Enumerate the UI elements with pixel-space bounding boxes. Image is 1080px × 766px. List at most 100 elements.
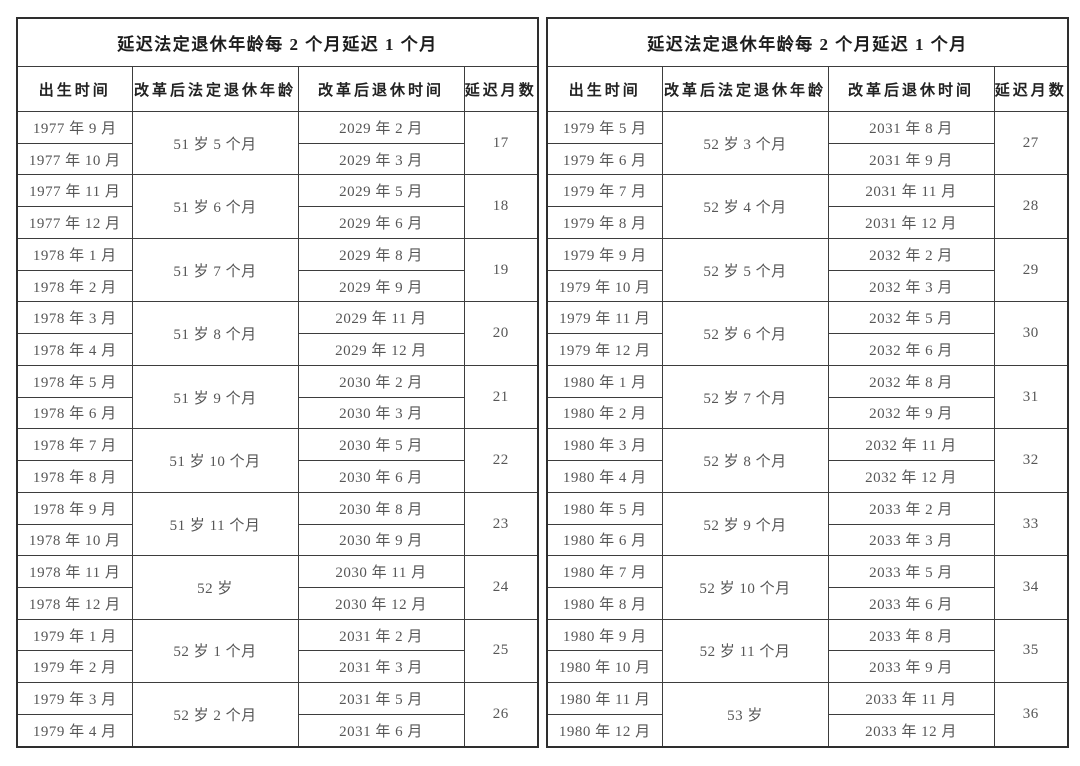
birth-date-cell: 1980 年 8 月 [546,587,663,620]
retirement-date-cell: 2032 年 5 月 [827,301,995,335]
retirement-age-cell: 52 岁 7 个月 [661,364,829,430]
table-row: 1978 年 6 月 2030 年 3 月 [16,396,538,430]
retirement-date-cell: 2033 年 2 月 [827,491,995,525]
delay-months-cell: 20 [463,301,539,366]
retirement-age-cell: 52 岁 1 个月 [131,618,299,684]
table-row: 1979 年 4 月 2031 年 6 月 [16,713,538,748]
delay-months-cell: 21 [463,364,539,430]
retirement-date-cell: 2032 年 8 月 [827,364,995,398]
table-row: 1979 年 1 月 52 岁 1 个月 2031 年 2 月 25 [16,618,539,684]
retirement-table-left: 延迟法定退休年龄每 2 个月延迟 1 个月 出生时间 改革后法定退休年龄 改革后退休时… [16,17,539,748]
retirement-age-cell: 51 岁 5 个月 [131,110,299,176]
birth-date-cell: 1980 年 7 月 [546,555,663,589]
table-row: 1979 年 2 月 2031 年 3 月 [16,650,538,684]
table-row: 1979 年 7 月 52 岁 4 个月 2031 年 11 月 28 [546,174,1069,239]
birth-date-cell: 1979 年 7 月 [546,174,663,208]
birth-date-cell: 1978 年 10 月 [16,523,133,557]
delay-months-cell: 26 [463,682,539,748]
birth-date-cell: 1977 年 12 月 [16,206,133,239]
birth-date-cell: 1979 年 4 月 [16,713,133,748]
retirement-date-cell: 2031 年 3 月 [297,650,465,684]
table-row: 1979 年 9 月 52 岁 5 个月 2032 年 2 月 29 [546,237,1069,303]
table-row: 1978 年 4 月 2029 年 12 月 [16,333,538,366]
birth-date-cell: 1980 年 12 月 [546,713,663,748]
delay-months-cell: 30 [993,301,1069,366]
table-row: 1977 年 10 月 2029 年 3 月 [16,142,538,176]
table-row: 1980 年 4 月 2032 年 12 月 [546,460,1068,493]
retirement-age-cell: 51 岁 7 个月 [131,237,299,303]
birth-date-cell: 1979 年 2 月 [16,650,133,684]
retirement-date-cell: 2030 年 3 月 [297,396,465,430]
birth-date-cell: 1978 年 7 月 [16,428,133,462]
retirement-age-cell: 52 岁 11 个月 [661,618,829,684]
delay-months-cell: 36 [993,682,1069,748]
delay-months-cell: 17 [463,110,539,176]
retirement-age-cell: 51 岁 11 个月 [131,491,299,557]
birth-date-cell: 1978 年 12 月 [16,587,133,620]
birth-date-cell: 1978 年 6 月 [16,396,133,430]
retirement-date-cell: 2032 年 2 月 [827,237,995,271]
delay-months-cell: 23 [463,491,539,557]
retirement-date-cell: 2031 年 6 月 [297,713,465,748]
retirement-date-cell: 2031 年 5 月 [297,682,465,715]
birth-date-cell: 1979 年 5 月 [546,111,663,144]
birth-date-cell: 1980 年 2 月 [546,396,663,430]
retirement-age-cell: 51 岁 10 个月 [131,428,299,493]
retirement-date-cell: 2030 年 11 月 [297,555,465,589]
birth-date-cell: 1980 年 4 月 [546,460,663,493]
table-row: 1978 年 2 月 2029 年 9 月 [16,269,538,303]
birth-date-cell: 1979 年 11 月 [546,301,663,335]
delay-months-cell: 29 [993,237,1069,303]
delay-months-cell: 34 [993,555,1069,620]
table-row: 1980 年 11 月 53 岁 2033 年 11 月 36 [546,682,1069,748]
delay-months-cell: 32 [993,428,1069,493]
birth-date-cell: 1980 年 5 月 [546,491,663,525]
retirement-date-cell: 2031 年 12 月 [827,206,995,239]
delay-months-cell: 22 [463,428,539,493]
table-row: 1980 年 5 月 52 岁 9 个月 2033 年 2 月 33 [546,491,1069,557]
retirement-date-cell: 2030 年 12 月 [297,587,465,620]
retirement-age-cell: 51 岁 8 个月 [131,301,299,366]
table-row: 1978 年 3 月 51 岁 8 个月 2029 年 11 月 20 [16,301,539,366]
table-row: 1979 年 10 月 2032 年 3 月 [546,269,1068,303]
column-header-1: 改革后法定退休年龄 [661,66,829,112]
retirement-date-cell: 2033 年 6 月 [827,587,995,620]
birth-date-cell: 1978 年 9 月 [16,491,133,525]
delay-months-cell: 31 [993,364,1069,430]
column-header-2: 改革后退休时间 [827,66,995,112]
retirement-date-cell: 2032 年 3 月 [827,269,995,303]
table-row: 1978 年 10 月 2030 年 9 月 [16,523,538,557]
birth-date-cell: 1977 年 10 月 [16,142,133,176]
retirement-age-cell: 51 岁 6 个月 [131,174,299,239]
delay-months-cell: 35 [993,618,1069,684]
retirement-date-cell: 2029 年 5 月 [297,174,465,208]
retirement-age-cell: 52 岁 8 个月 [661,428,829,493]
retirement-date-cell: 2031 年 9 月 [827,142,995,176]
retirement-table-right: 延迟法定退休年龄每 2 个月延迟 1 个月 出生时间 改革后法定退休年龄 改革后退休时… [546,17,1069,748]
retirement-date-cell: 2031 年 2 月 [297,618,465,652]
birth-date-cell: 1979 年 12 月 [546,333,663,366]
retirement-date-cell: 2033 年 3 月 [827,523,995,557]
birth-date-cell: 1980 年 10 月 [546,650,663,684]
birth-date-cell: 1978 年 2 月 [16,269,133,303]
table-row: 1977 年 11 月 51 岁 6 个月 2029 年 5 月 18 [16,174,539,239]
retirement-age-cell: 52 岁 3 个月 [661,110,829,176]
birth-date-cell: 1979 年 3 月 [16,682,133,715]
delay-months-cell: 24 [463,555,539,620]
table-row: 1978 年 1 月 51 岁 7 个月 2029 年 8 月 19 [16,237,539,303]
delay-months-cell: 33 [993,491,1069,557]
table-row: 1979 年 11 月 52 岁 6 个月 2032 年 5 月 30 [546,301,1069,366]
column-header-row: 出生时间 改革后法定退休年龄 改革后退休时间 延迟月数 [16,66,539,112]
birth-date-cell: 1978 年 3 月 [16,301,133,335]
retirement-date-cell: 2029 年 2 月 [297,111,465,144]
retirement-age-cell: 52 岁 2 个月 [131,682,299,748]
birth-date-cell: 1980 年 3 月 [546,428,663,462]
retirement-date-cell: 2032 年 6 月 [827,333,995,366]
birth-date-cell: 1980 年 1 月 [546,364,663,398]
retirement-age-cell: 53 岁 [661,682,829,748]
retirement-date-cell: 2033 年 12 月 [827,713,995,748]
table-row: 1980 年 12 月 2033 年 12 月 [546,713,1068,748]
table-row: 1980 年 9 月 52 岁 11 个月 2033 年 8 月 35 [546,618,1069,684]
retirement-age-cell: 52 岁 4 个月 [661,174,829,239]
